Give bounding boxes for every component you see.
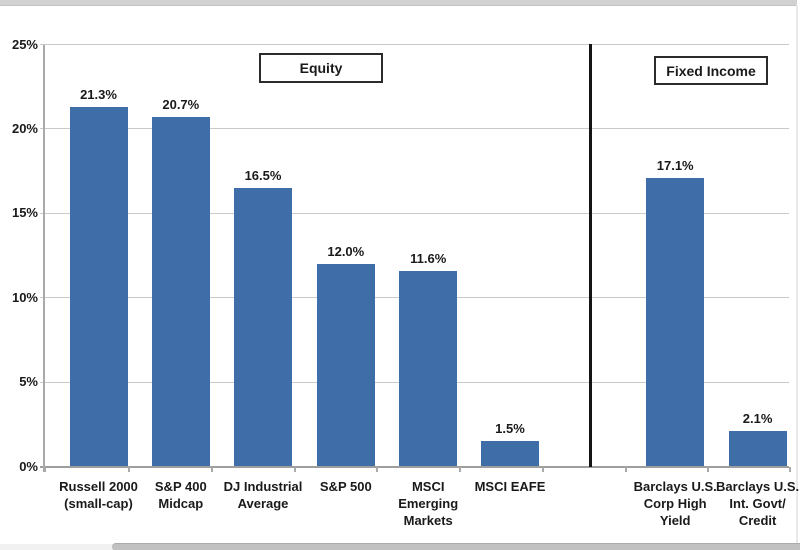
- category-label-line: MSCI EAFE: [474, 479, 546, 494]
- category-label-line: Average: [237, 496, 289, 511]
- chart-bar: [728, 431, 787, 467]
- bar-value-label: 12.0%: [327, 243, 365, 259]
- fixed-income-group-label: Fixed Income: [666, 62, 756, 79]
- category-label: DJ Industrial Average: [211, 478, 315, 512]
- category-label-line: S&P 500: [319, 479, 372, 494]
- gridline: [40, 44, 789, 45]
- equity-group-label: Equity: [299, 60, 343, 76]
- window-right-edge: [796, 5, 798, 544]
- group-divider-line: [589, 44, 592, 467]
- category-label: Barclays U.S. Corp High Yield: [623, 478, 727, 529]
- chart-bar: [234, 187, 292, 467]
- bar-value-label: 2.1%: [742, 411, 773, 427]
- y-axis-tick-label: 5%: [19, 374, 38, 390]
- category-label-line: DJ Industrial: [223, 479, 303, 494]
- chart-bar: [481, 441, 539, 467]
- x-axis-tick: [789, 467, 791, 472]
- x-axis-tick: [376, 467, 379, 472]
- window-top-edge: [0, 0, 797, 6]
- chart-bar: [69, 106, 128, 467]
- bar-value-label: 21.3%: [80, 86, 117, 102]
- gridline: [40, 128, 789, 130]
- category-label: MSCI EAFE: [458, 478, 562, 495]
- category-label-line: S&P 400: [154, 479, 207, 494]
- category-label-line: (small-cap): [64, 496, 133, 511]
- bar-value-label: 20.7%: [162, 97, 200, 113]
- horizontal-scrollbar-thumb[interactable]: [112, 543, 800, 550]
- y-axis-tick-label: 0%: [19, 458, 38, 474]
- bar-value-label: 11.6%: [410, 250, 447, 266]
- bar-value-label: 1.5%: [495, 421, 525, 437]
- x-axis-tick: [293, 467, 296, 472]
- y-axis-tick-label: 20%: [11, 120, 38, 136]
- category-label: Barclays U.S. Int. Govt/Credit: [706, 478, 800, 529]
- category-label: Russell 2000 (small-cap): [47, 478, 151, 512]
- category-label-line: Markets: [403, 513, 453, 528]
- x-axis-tick: [211, 467, 213, 472]
- category-label-line: Barclays U.S.: [716, 479, 800, 494]
- x-axis-tick: [541, 467, 544, 472]
- category-label: MSCI Emerging Markets: [376, 478, 480, 529]
- x-axis-tick: [624, 467, 627, 472]
- category-label-line: Barclays U.S.: [633, 479, 717, 494]
- category-label-line: MSCI: [411, 479, 445, 494]
- y-axis-line: [43, 44, 45, 472]
- category-label: S&P 500: [294, 478, 398, 495]
- category-label-line: Midcap: [158, 496, 204, 511]
- equity-group-label-box: Equity: [259, 53, 383, 83]
- category-label: S&P 400 Midcap: [129, 478, 233, 512]
- category-label-line: Int. Govt/: [729, 496, 786, 511]
- x-axis-tick: [707, 467, 710, 472]
- gridline: [40, 212, 789, 214]
- bar-value-label: 17.1%: [656, 157, 694, 173]
- x-axis-tick: [44, 467, 46, 472]
- category-label-line: Corp High: [643, 496, 707, 511]
- chart-bar: [399, 270, 458, 467]
- y-axis-tick-label: 25%: [11, 36, 38, 52]
- fixed-income-group-label-box: Fixed Income: [654, 56, 768, 85]
- chart-bar: [646, 177, 705, 467]
- y-axis-tick-label: 10%: [11, 289, 38, 305]
- x-axis-tick: [128, 467, 131, 472]
- x-axis-tick: [459, 467, 461, 472]
- chart-bar: [151, 117, 210, 467]
- y-axis-tick-label: 15%: [11, 205, 38, 221]
- category-label-line: Emerging: [398, 496, 459, 511]
- category-label-line: Yield: [659, 513, 691, 528]
- x-axis-line: [40, 465, 789, 468]
- category-label-line: Russell 2000: [59, 479, 138, 494]
- bar-value-label: 16.5%: [244, 167, 282, 183]
- chart-bar: [316, 263, 375, 467]
- category-label-line: Credit: [738, 513, 777, 528]
